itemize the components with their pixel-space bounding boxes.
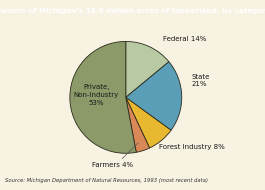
Text: Private,
Non-Industry
53%: Private, Non-Industry 53% [73, 84, 119, 106]
Text: Owners of Michigan’s 18.6 million acres of timberland, by category: Owners of Michigan’s 18.6 million acres … [0, 8, 265, 14]
Text: Forest Industry 8%: Forest Industry 8% [159, 144, 225, 150]
Text: Federal 14%: Federal 14% [163, 36, 207, 42]
Text: Source: Michigan Department of Natural Resources, 1993 (most recent data): Source: Michigan Department of Natural R… [5, 178, 208, 183]
Wedge shape [126, 97, 171, 148]
Text: State
21%: State 21% [191, 74, 210, 87]
Wedge shape [126, 62, 182, 130]
Text: Farmers 4%: Farmers 4% [92, 162, 134, 168]
Wedge shape [126, 97, 150, 152]
Wedge shape [126, 41, 169, 97]
Wedge shape [70, 41, 136, 153]
